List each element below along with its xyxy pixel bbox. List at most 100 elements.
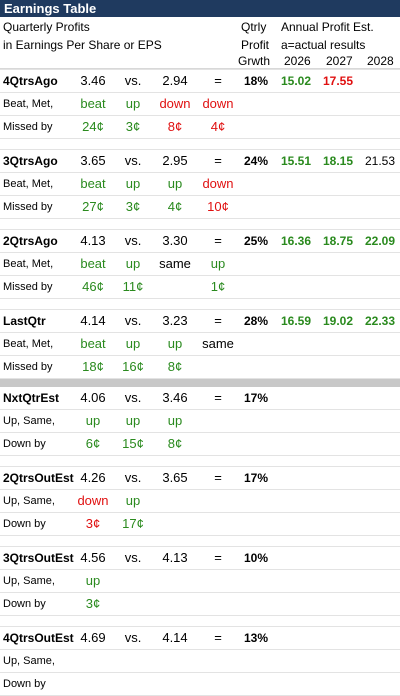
block-4qtrsoutest: 4QtrsOutEst 4.69 vs. 4.14 = 13% Up, Same… <box>0 626 400 696</box>
table-row: Up, Same, up <box>0 570 400 593</box>
table-row: Up, Same, up up up <box>0 410 400 433</box>
amount-cell: 4¢ <box>210 119 226 134</box>
est-2028 <box>360 70 400 92</box>
status-cell: same <box>202 336 234 351</box>
amount-cell: 11¢ <box>122 279 144 294</box>
table-row: Missed by 24¢ 3¢ 8¢ 4¢ <box>0 116 400 139</box>
block-4qtrsago: 4QtrsAgo 3.46 vs. 2.94 = 18% 15.02 17.55… <box>0 69 400 139</box>
est-2026: 15.02 <box>280 74 312 88</box>
table-row: 4QtrsOutEst 4.69 vs. 4.14 = 13% <box>0 626 400 650</box>
amount-cell: 3¢ <box>125 199 141 214</box>
amount-cell: 10¢ <box>207 199 229 214</box>
amount-cell: 46¢ <box>82 279 104 294</box>
vs-label: vs. <box>124 153 142 168</box>
equals-sign: = <box>214 390 222 405</box>
equals-sign: = <box>214 550 222 565</box>
period-label: LastQtr <box>3 314 46 328</box>
growth-value: 28% <box>243 314 269 328</box>
amount-cell: 18¢ <box>82 359 104 374</box>
est-2026: 16.59 <box>280 314 312 328</box>
table-row: Down by 6¢ 15¢ 8¢ <box>0 433 400 456</box>
est-2027: 19.02 <box>322 314 354 328</box>
table-row: Beat, Met, beat up same up <box>0 253 400 276</box>
status-cell: up <box>167 176 183 191</box>
amount-cell: 3¢ <box>85 516 101 531</box>
status-cell: up <box>167 413 183 428</box>
table-row: 2QtrsAgo 4.13 vs. 3.30 = 25% 16.36 18.75… <box>0 229 400 253</box>
block-3qtrsago: 3QtrsAgo 3.65 vs. 2.95 = 24% 15.51 18.15… <box>0 149 400 219</box>
status-cell: beat <box>80 96 106 111</box>
period-label: 2QtrsOutEst <box>3 471 74 485</box>
table-header: Quarterly Profits in Earnings Per Share … <box>0 17 400 69</box>
growth-value: 18% <box>243 74 269 88</box>
row-label: Up, Same, <box>3 575 55 587</box>
amount-cell: 15¢ <box>122 436 144 451</box>
table-row: Up, Same, down up <box>0 490 400 513</box>
status-cell: same <box>159 256 191 271</box>
amount-cell: 16¢ <box>122 359 144 374</box>
vs-label: vs. <box>124 313 142 328</box>
eps-value: 4.56 <box>80 550 106 565</box>
header-year-2027: 2027 <box>326 54 353 68</box>
table-row: Beat, Met, beat up up same <box>0 333 400 356</box>
amount-cell: 17¢ <box>122 516 144 531</box>
period-label: 2QtrsAgo <box>3 234 58 248</box>
eps-value: 4.06 <box>80 390 106 405</box>
amount-cell: 24¢ <box>82 119 104 134</box>
table-row: 3QtrsOutEst 4.56 vs. 4.13 = 10% <box>0 546 400 570</box>
equals-sign: = <box>214 313 222 328</box>
row-label: Up, Same, <box>3 655 55 667</box>
est-2027: 18.75 <box>322 234 354 248</box>
row-label: Up, Same, <box>3 415 55 427</box>
status-cell: beat <box>80 336 106 351</box>
row-label: Down by <box>3 598 46 610</box>
equals-sign: = <box>214 153 222 168</box>
est-2028: 22.33 <box>364 314 396 328</box>
amount-cell: 1¢ <box>210 279 226 294</box>
vs-label: vs. <box>124 233 142 248</box>
amount-cell <box>153 276 197 298</box>
status-cell: up <box>210 256 226 271</box>
vs-label: vs. <box>124 470 142 485</box>
block-nxtqtrest: NxtQtrEst 4.06 vs. 3.46 = 17% Up, Same, … <box>0 387 400 456</box>
row-label: Missed by <box>3 361 53 373</box>
amount-cell: 4¢ <box>167 199 183 214</box>
equals-sign: = <box>214 73 222 88</box>
header-year-2028: 2028 <box>367 54 394 68</box>
row-label: Down by <box>3 518 46 530</box>
amount-cell <box>198 356 238 378</box>
prior-eps-value: 3.46 <box>162 390 188 405</box>
table-row: Up, Same, <box>0 650 400 673</box>
row-label: Missed by <box>3 201 53 213</box>
status-cell: down <box>159 96 191 111</box>
vs-label: vs. <box>124 73 142 88</box>
growth-value: 17% <box>243 391 269 405</box>
row-label: Missed by <box>3 121 53 133</box>
block-2qtrsoutest: 2QtrsOutEst 4.26 vs. 3.65 = 17% Up, Same… <box>0 466 400 536</box>
row-label: Beat, Met, <box>3 98 54 110</box>
header-annual: Annual Profit Est. <box>281 20 374 34</box>
eps-value: 3.65 <box>80 153 106 168</box>
table-row: Down by 3¢ 17¢ <box>0 513 400 536</box>
est-2028: 21.53 <box>364 154 396 168</box>
est-2026: 15.51 <box>280 154 312 168</box>
amount-cell: 3¢ <box>85 596 101 611</box>
growth-value: 10% <box>243 551 269 565</box>
status-cell: down <box>202 176 234 191</box>
row-label: Beat, Met, <box>3 338 54 350</box>
header-year-2026: 2026 <box>284 54 311 68</box>
status-cell: up <box>125 256 141 271</box>
row-label: Beat, Met, <box>3 258 54 270</box>
vs-label: vs. <box>124 630 142 645</box>
prior-eps-value: 3.23 <box>162 313 188 328</box>
eps-value: 4.13 <box>80 233 106 248</box>
eps-value: 3.46 <box>80 73 106 88</box>
amount-cell: 8¢ <box>167 359 183 374</box>
eps-value: 4.14 <box>80 313 106 328</box>
status-cell: down <box>202 96 234 111</box>
status-cell: up <box>125 493 141 508</box>
table-row: NxtQtrEst 4.06 vs. 3.46 = 17% <box>0 387 400 410</box>
header-qtrly: Qtrly <box>241 20 267 34</box>
eps-value: 4.26 <box>80 470 106 485</box>
table-row: Missed by 27¢ 3¢ 4¢ 10¢ <box>0 196 400 219</box>
